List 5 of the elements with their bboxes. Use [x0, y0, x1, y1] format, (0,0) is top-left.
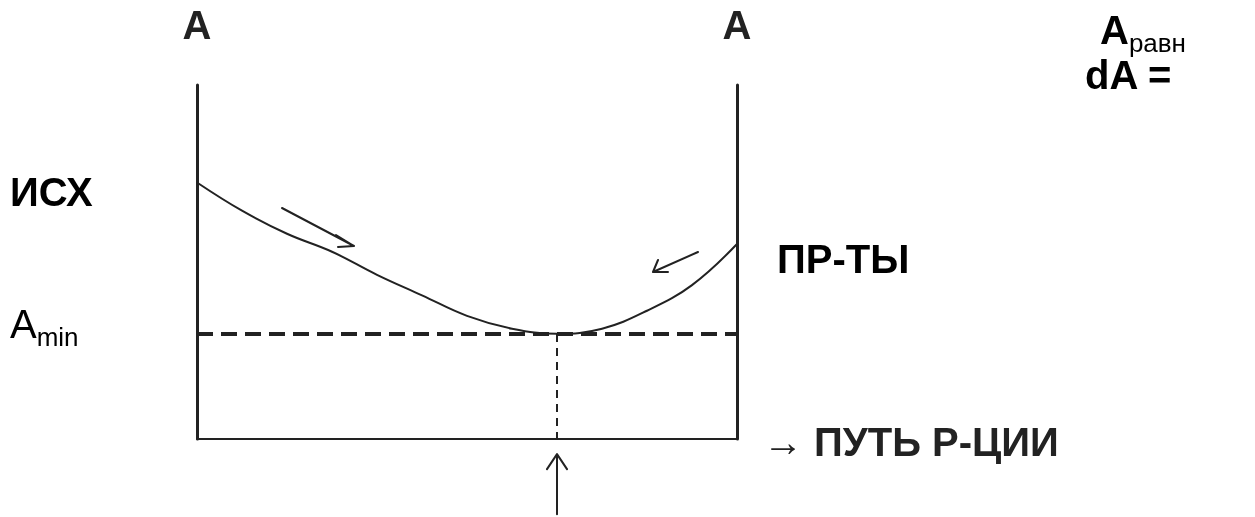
y2-axis-title: A	[722, 3, 752, 47]
text: ИСХ	[10, 170, 94, 215]
y-axis-title: A	[182, 3, 212, 47]
text: ПР-ТЫ	[777, 237, 910, 282]
x-axis-title: → ПУТЬ Р-ЦИИ	[763, 420, 1059, 464]
